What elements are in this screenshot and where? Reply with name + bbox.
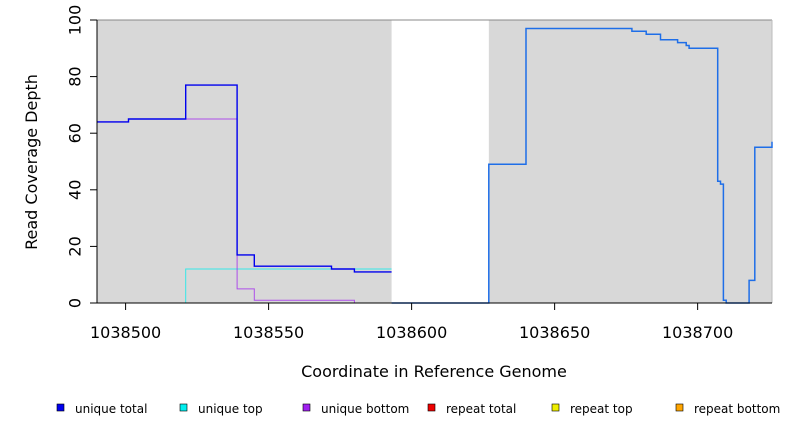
x-tick-label: 1038550 (233, 323, 304, 342)
legend-item: unique total (56, 402, 147, 416)
y-tick-label: 100 (66, 5, 85, 36)
shaded-region-1 (488, 20, 772, 303)
y-axis-title: Read Coverage Depth (22, 74, 41, 250)
legend-swatch (551, 403, 560, 412)
legend-swatch (179, 403, 188, 412)
legend-swatch (302, 403, 311, 412)
shaded-region-0 (97, 20, 392, 303)
legend-item: repeat top (551, 402, 633, 416)
x-axis-title: Coordinate in Reference Genome (301, 362, 567, 381)
y-tick-label: 40 (66, 180, 85, 200)
legend-swatch (675, 403, 684, 412)
y-tick-label: 20 (66, 236, 85, 256)
legend-item: unique bottom (302, 402, 409, 416)
legend-swatch (427, 403, 436, 412)
y-tick-label: 60 (66, 123, 85, 143)
x-tick-label: 1038600 (376, 323, 447, 342)
legend-swatch (56, 403, 65, 412)
legend-label: repeat total (446, 402, 516, 416)
y-tick-label: 0 (66, 298, 85, 308)
legend-label: repeat top (570, 402, 633, 416)
legend-item: repeat total (427, 402, 516, 416)
axes (96, 20, 772, 304)
y-ticks: 0 20 40 60 80 100 (66, 5, 97, 308)
x-ticks: 1038500 1038550 1038600 1038650 1038700 (90, 303, 733, 342)
overlay-line-0 (391, 27, 773, 304)
x-tick-label: 1038700 (662, 323, 733, 342)
x-tick-label: 1038650 (519, 323, 590, 342)
legend-label: unique total (75, 402, 147, 416)
legend-item: repeat bottom (675, 402, 780, 416)
x-tick-label: 1038500 (90, 323, 161, 342)
y-tick-label: 80 (66, 66, 85, 86)
legend-label: unique top (198, 402, 263, 416)
legend: unique total unique top unique bottom repea… (56, 402, 780, 416)
series-unique-total (97, 84, 392, 273)
legend-label: unique bottom (321, 402, 409, 416)
legend-item: unique top (179, 402, 263, 416)
legend-label: repeat bottom (694, 402, 780, 416)
plot-background (97, 19, 773, 303)
